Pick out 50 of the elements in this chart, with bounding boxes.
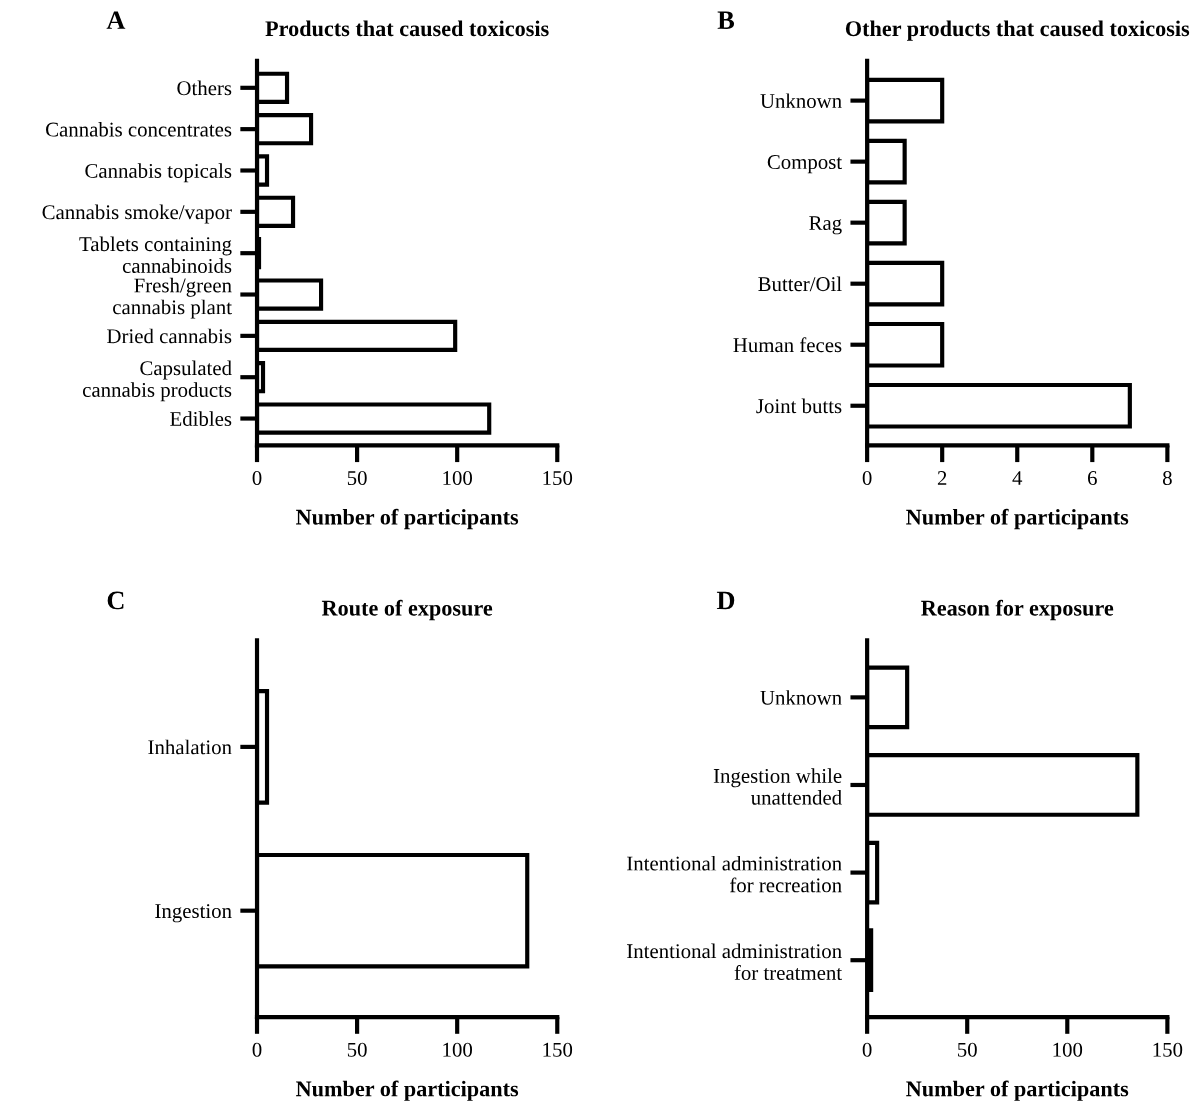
y-tick-label: Capsulated cannabis products	[82, 360, 232, 402]
y-tick-label: Cannabis concentrates	[46, 121, 232, 137]
x-tick-label: 50	[958, 1042, 977, 1057]
chart-title: Other products that caused toxicosis	[845, 20, 1190, 41]
x-axis-title: Number of participants	[906, 1080, 1129, 1101]
x-axis-title: Number of participants	[296, 508, 519, 530]
y-tick-label: Fresh/green cannabis plant	[113, 277, 232, 319]
y-tick-label: Others	[177, 80, 232, 96]
y-tick-label: Cannabis smoke/vapor	[42, 204, 232, 224]
chart-title: Products that caused toxicosis	[265, 20, 549, 37]
x-tick-label: 0	[862, 471, 872, 486]
y-tick-label: Cannabis topicals	[85, 163, 232, 183]
x-tick-label: 0	[862, 1042, 872, 1057]
y-tick-label: Joint butts	[756, 398, 842, 414]
chart-title: Route of exposure	[321, 599, 493, 621]
y-tick-label: Intentional administration for recreation	[627, 855, 842, 893]
x-tick-label: 100	[443, 471, 473, 486]
y-tick-label: Compost	[767, 155, 842, 174]
text: C	[107, 591, 124, 610]
y-tick-label: Ingestion	[155, 904, 232, 923]
y-tick-label: Ingestion while unattended	[713, 768, 842, 805]
y-tick-label: Edibles	[170, 411, 232, 426]
x-tick-label: 100	[1053, 1042, 1083, 1057]
text: B	[717, 11, 735, 29]
x-tick-label: 4	[1012, 471, 1023, 485]
y-tick-label: Intentional administration for treatment	[627, 943, 842, 980]
x-tick-label: 50	[347, 1042, 367, 1057]
chart-title: Reason for exposure	[921, 599, 1114, 621]
x-tick-label: 50	[347, 471, 367, 486]
x-tick-label: 2	[937, 471, 947, 485]
x-tick-label: 100	[443, 1042, 473, 1057]
y-tick-label: Dried cannabis	[107, 328, 232, 344]
x-tick-label: 150	[543, 471, 573, 486]
x-axis-title: Number of participants	[296, 1080, 519, 1101]
y-tick-label: Rag	[809, 216, 842, 235]
x-tick-label: 6	[1088, 471, 1097, 486]
y-tick-label: Inhalation	[148, 739, 232, 755]
x-tick-label: 0	[252, 1042, 262, 1057]
y-tick-label: Human feces	[733, 337, 842, 353]
y-tick-label: Tablets containing cannabinoids	[79, 236, 232, 273]
x-tick-label: 0	[252, 471, 262, 486]
text: D	[716, 591, 735, 610]
x-tick-label: 150	[1153, 1042, 1183, 1057]
y-tick-label: Butter/Oil	[758, 276, 842, 292]
x-tick-label: 150	[543, 1042, 573, 1057]
text: A	[106, 11, 126, 29]
y-tick-label: Unknown	[760, 93, 842, 109]
x-tick-label: 8	[1162, 471, 1172, 486]
y-tick-label: Unknown	[760, 690, 842, 705]
x-axis-title: Number of participants	[906, 508, 1129, 530]
